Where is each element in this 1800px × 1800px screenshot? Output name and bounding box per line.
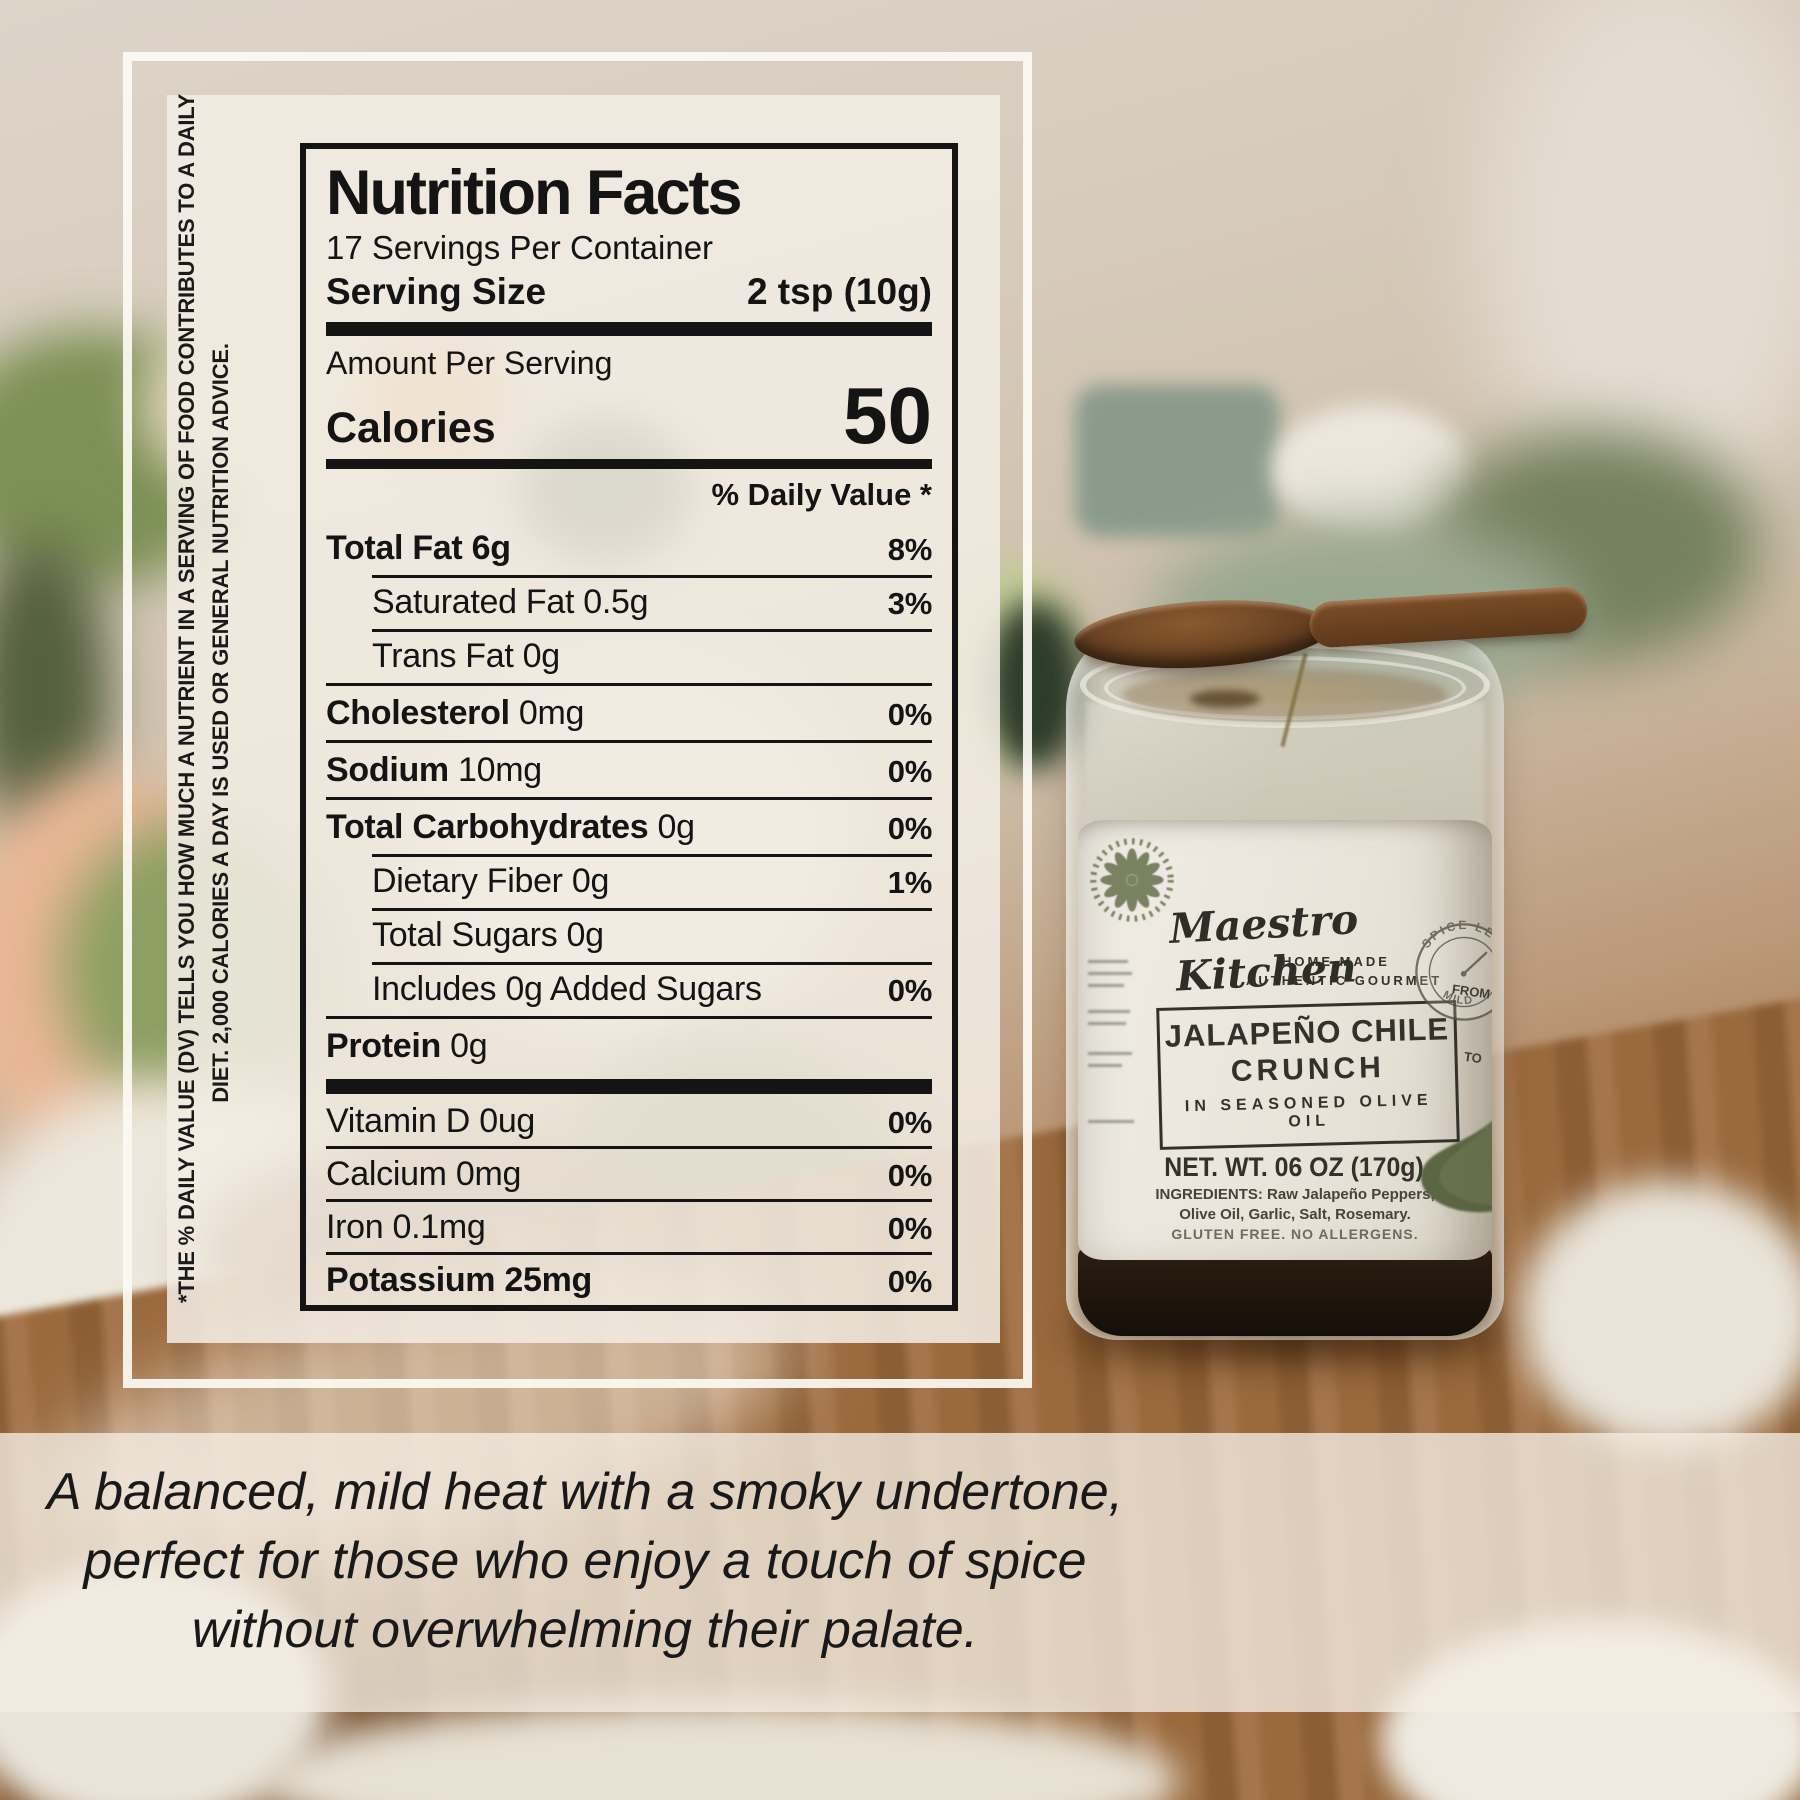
- nutrient-row: Iron 0.1mg 0%: [326, 1199, 932, 1252]
- serving-size-label: Serving Size: [326, 271, 547, 313]
- jalapeno-icon: [1420, 1103, 1492, 1213]
- label-edge-text: TO: [1463, 1048, 1483, 1067]
- caption-band: [0, 1433, 1800, 1712]
- daily-value-footnote: *THE % DAILY VALUE (DV) TELLS YOU HOW MU…: [170, 93, 238, 1303]
- nutrient-row: Potassium 25mg 0%: [326, 1252, 932, 1305]
- description-line: perfect for those who enjoy a touch of s…: [83, 1532, 1087, 1591]
- net-weight: NET. WT. 06 OZ (170g): [1164, 1152, 1424, 1182]
- nutrient-row: Calcium 0mg 0%: [326, 1146, 932, 1199]
- ingredients-line: Olive Oil, Garlic, Salt, Rosemary.: [1179, 1206, 1411, 1223]
- label-side-text: [1088, 1120, 1134, 1123]
- nutrient-row: Trans Fat 0g: [326, 629, 932, 684]
- calories-row: Calories 50: [326, 371, 932, 461]
- description-line: without overwhelming their palate.: [191, 1601, 979, 1660]
- flower-medallion-icon: [1090, 838, 1174, 922]
- spoon-bowl: [1072, 593, 1334, 676]
- serving-size-row: Serving Size 2 tsp (10g): [326, 267, 932, 322]
- divider-thick: [326, 322, 932, 337]
- nutrient-row: Includes 0g Added Sugars 0%: [326, 962, 932, 1017]
- label-side-text: [1088, 1052, 1132, 1055]
- footnote-line: *THE % DAILY VALUE (DV) TELLS YOU HOW MU…: [174, 93, 199, 1303]
- label-side-text: [1088, 960, 1128, 963]
- amount-per-serving: Amount Per Serving: [326, 345, 613, 382]
- label-side-text: [1088, 1010, 1130, 1013]
- servings-per-container: 17 Servings Per Container: [326, 229, 714, 267]
- jar-front-label: Maestro Kitchen HOME MADE AUTHENTIC GOUR…: [1078, 820, 1492, 1260]
- nutrient-row: Total Carbohydrates 0g 0%: [326, 797, 932, 854]
- nutrient-row: Total Sugars 0g: [326, 908, 932, 963]
- description-line: A balanced, mild heat with a smoky under…: [46, 1463, 1124, 1521]
- white-frame: [123, 52, 1032, 1388]
- label-side-text: [1088, 1022, 1126, 1025]
- label-side-text: [1088, 1064, 1122, 1067]
- blur-blob: [1480, 0, 1800, 520]
- wooden-spoon: [1045, 563, 1598, 696]
- nutrient-row: Protein 0g: [326, 1016, 932, 1073]
- nutrient-row: Total Fat 6g 8%: [326, 529, 932, 568]
- spice-level-badge: SPICE LEVEL MILD: [1415, 909, 1492, 1021]
- nutrient-row: Vitamin D 0ug 0%: [326, 1102, 932, 1140]
- white-plate: [1520, 1180, 1800, 1450]
- calories-label: Calories: [326, 404, 496, 453]
- serving-size-value: 2 tsp (10g): [746, 271, 932, 313]
- nutrient-row: Sodium 10mg 0%: [326, 740, 932, 797]
- product-name-line2: CRUNCH: [1230, 1050, 1386, 1089]
- spoon-handle: [1308, 585, 1589, 649]
- label-side-text: [1088, 972, 1132, 975]
- allergen-note: GLUTEN FREE. NO ALLERGENS.: [1171, 1226, 1419, 1242]
- daily-value-header: % Daily Value *: [711, 477, 932, 513]
- nutrient-rows-main: Total Fat 6g 8% Saturated Fat 0.5g 3% Trans …: [326, 521, 932, 1073]
- nutrition-title: Nutrition Facts: [326, 158, 743, 228]
- nutrient-row: Saturated Fat 0.5g 3%: [326, 575, 932, 630]
- teal-cup: [1075, 385, 1280, 537]
- ingredients-line: INGREDIENTS: Raw Jalapeño Peppers,: [1155, 1186, 1435, 1203]
- brand-tagline: HOME MADE: [1282, 954, 1390, 969]
- nutrient-row: Dietary Fiber 0g 1%: [326, 854, 932, 909]
- divider-medium: [326, 459, 932, 470]
- nutrient-row: Cholesterol 0mg 0%: [326, 683, 932, 740]
- footnote-line: DIET. 2,000 CALORIES A DAY IS USED OR GE…: [208, 343, 233, 1103]
- divider-thick: [326, 1079, 932, 1094]
- jar-dark-contents: [1078, 1248, 1492, 1336]
- nutrition-facts-label: Nutrition Facts 17 Servings Per Containe…: [300, 143, 958, 1311]
- calories-value: 50: [843, 371, 932, 461]
- jar-contents-top: [1122, 668, 1448, 722]
- product-description: A balanced, mild heat with a smoky under…: [0, 1458, 1170, 1665]
- jar-speck: [1190, 690, 1260, 708]
- label-side-text: [1088, 984, 1124, 987]
- nutrient-rows-vitamins: Vitamin D 0ug 0% Calcium 0mg 0% Iron 0.1mg 0%…: [326, 1096, 932, 1305]
- brand-tagline: AUTHENTIC GOURMET: [1246, 973, 1443, 988]
